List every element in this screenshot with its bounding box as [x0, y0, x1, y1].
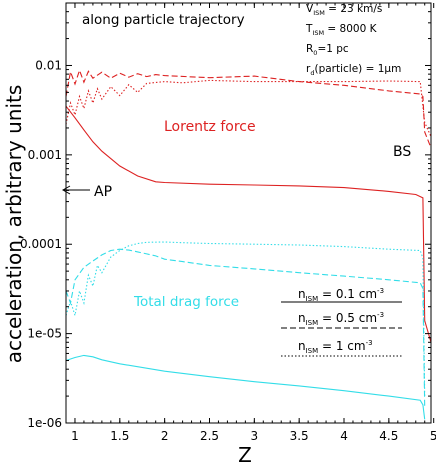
drag-solid-line [65, 354, 426, 420]
bs-label: BS [393, 144, 411, 160]
y-axis-label: acceleration, arbitrary units [2, 85, 26, 364]
lorentz-dashed-line [65, 68, 432, 149]
drag-force-label: Total drag force [133, 294, 239, 310]
axis-layer: 1 1.5 2 2.5 3 3.5 4 4.5 5 1e-06 1e-05 0.0001 0.001 0.… [20, 2, 436, 443]
y-tick-label: 0.0001 [20, 237, 62, 251]
y-tick-label: 1e-05 [27, 327, 62, 341]
x-tick-label: 1.5 [110, 429, 129, 443]
x-tick-label: 2 [161, 429, 169, 443]
legend-entry-label: nISM = 0.5 cm-3 [298, 311, 384, 327]
lorentz-solid-line [65, 105, 432, 343]
x-tick-label: 3 [251, 429, 259, 443]
legend-entry-label: nISM = 0.1 cm-3 [298, 287, 384, 303]
series-layer [65, 68, 432, 420]
y-tick-label: 0.001 [28, 148, 62, 162]
drag-dashed-line [65, 248, 426, 408]
param-v-ism: VISM = 23 km/s [306, 3, 382, 17]
lorentz-force-label: Lorentz force [164, 119, 256, 135]
param-r0: R0=1 pc [306, 43, 349, 57]
x-tick-label: 4.5 [379, 429, 398, 443]
ap-label: AP [94, 184, 112, 200]
x-tick-label: 3.5 [290, 429, 309, 443]
x-tick-label: 1 [71, 429, 79, 443]
x-axis-label: Z [238, 443, 252, 466]
title-annotation: along particle trajectory [82, 12, 245, 28]
drag-dotted-line [65, 241, 426, 397]
legend-entry-label: nISM = 1 cm-3 [298, 339, 373, 355]
x-tick-label: 2.5 [200, 429, 219, 443]
x-tick-label: 5 [430, 429, 436, 443]
lorentz-dotted-line [65, 79, 432, 137]
legend: nISM = 0.1 cm-3 nISM = 0.5 cm-3 nISM = 1… [281, 287, 402, 357]
ap-arrow-head [61, 185, 71, 195]
y-tick-label: 0.01 [35, 58, 62, 72]
param-rd: rd(particle) = 1μm [306, 63, 401, 77]
x-tick-label: 4 [340, 429, 348, 443]
y-tick-label: 1e-06 [27, 416, 62, 430]
param-t-ism: TISM = 8000 K [305, 23, 378, 37]
plot-frame [65, 2, 432, 424]
